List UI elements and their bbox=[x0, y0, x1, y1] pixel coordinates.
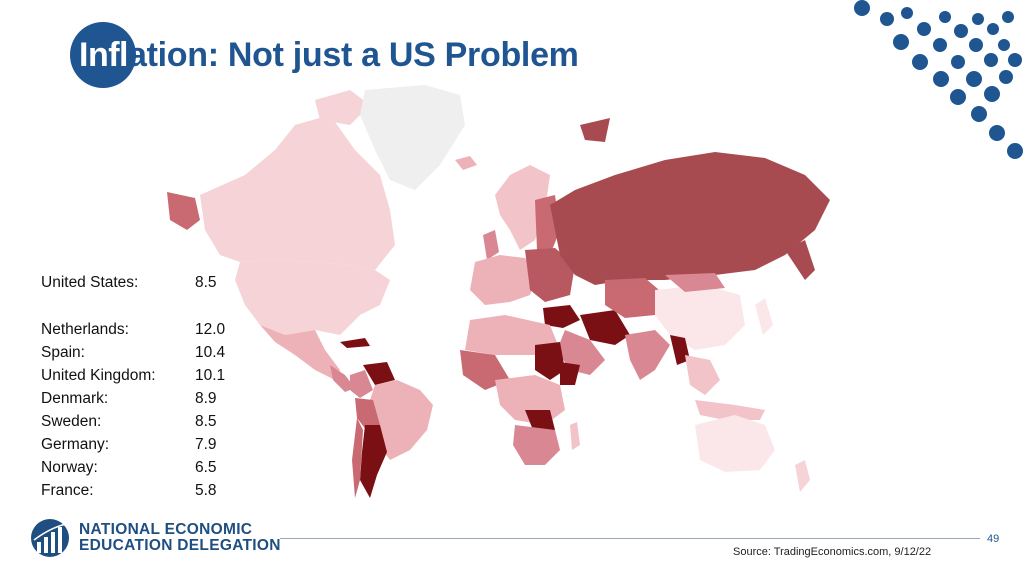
world-inflation-map bbox=[167, 85, 830, 498]
stat-country: France: bbox=[41, 482, 94, 499]
stat-value: 8.5 bbox=[195, 413, 217, 430]
region-southern-africa bbox=[513, 425, 560, 465]
region-india bbox=[625, 330, 670, 380]
logo-line-2: EDUCATION DELEGATION bbox=[79, 537, 281, 554]
logo-line-1: NATIONAL ECONOMIC bbox=[79, 521, 253, 538]
stat-country: Germany: bbox=[41, 436, 110, 453]
region-sudan bbox=[535, 342, 565, 380]
region-australia bbox=[695, 415, 775, 472]
region-southeast-asia bbox=[685, 355, 720, 395]
region-chile bbox=[352, 418, 363, 498]
region-greenland bbox=[360, 85, 465, 190]
region-uk bbox=[483, 230, 499, 260]
stat-value: 12.0 bbox=[195, 321, 226, 338]
region-central-asia bbox=[605, 278, 665, 318]
region-japan bbox=[755, 298, 773, 335]
region-central-america bbox=[330, 365, 355, 392]
region-novaya-zemlya bbox=[580, 118, 610, 142]
region-alaska bbox=[167, 192, 200, 230]
region-indonesia bbox=[695, 400, 765, 420]
stat-country: Norway: bbox=[41, 459, 98, 476]
region-east-europe bbox=[525, 248, 575, 302]
region-argentina bbox=[360, 425, 387, 498]
region-canada-islands bbox=[315, 90, 370, 125]
region-madagascar bbox=[570, 422, 580, 450]
decorative-dots bbox=[854, 0, 1023, 159]
region-new-zealand bbox=[795, 460, 810, 492]
region-colombia bbox=[350, 370, 373, 398]
title-part-1: Infl bbox=[79, 36, 128, 74]
region-cuba bbox=[340, 338, 370, 348]
region-russia bbox=[550, 152, 830, 285]
region-turkey bbox=[543, 305, 580, 328]
region-west-europe bbox=[470, 255, 537, 305]
stat-country: Sweden: bbox=[41, 413, 102, 430]
region-mexico bbox=[260, 325, 340, 380]
region-usa bbox=[235, 260, 390, 335]
source-note: Source: TradingEconomics.com, 9/12/22 bbox=[733, 546, 932, 558]
stat-country: Denmark: bbox=[41, 390, 109, 407]
stat-country: United States: bbox=[41, 274, 139, 291]
stat-country: Spain: bbox=[41, 344, 85, 361]
stat-value: 6.5 bbox=[195, 459, 217, 476]
region-russia-east bbox=[785, 240, 815, 280]
region-china bbox=[655, 285, 745, 350]
stat-value: 10.4 bbox=[195, 344, 226, 361]
region-canada bbox=[200, 115, 395, 270]
region-myanmar bbox=[670, 335, 690, 365]
page-number: 49 bbox=[987, 533, 1000, 545]
title-circle bbox=[70, 22, 136, 88]
stat-value: 10.1 bbox=[195, 367, 226, 384]
title-text: Inflation: Not just a US Problem bbox=[79, 35, 579, 75]
stat-value: 7.9 bbox=[195, 436, 217, 453]
stat-country: Netherlands: bbox=[41, 321, 129, 338]
region-mongolia bbox=[665, 273, 725, 292]
globe-icon bbox=[31, 519, 69, 557]
region-ethiopia bbox=[560, 362, 580, 385]
stat-country: United Kingdom: bbox=[41, 367, 156, 384]
stat-value: 8.5 bbox=[195, 274, 217, 291]
region-iceland bbox=[455, 156, 477, 170]
title-part-2: ation: Not just a US Problem bbox=[127, 36, 579, 74]
stat-value: 5.8 bbox=[195, 482, 217, 499]
region-iran bbox=[580, 310, 630, 345]
logo-text: NATIONAL ECONOMIC EDUCATION DELEGATION bbox=[79, 522, 281, 554]
stat-value: 8.9 bbox=[195, 390, 217, 407]
footer-divider bbox=[280, 538, 980, 539]
region-venezuela bbox=[363, 362, 395, 385]
